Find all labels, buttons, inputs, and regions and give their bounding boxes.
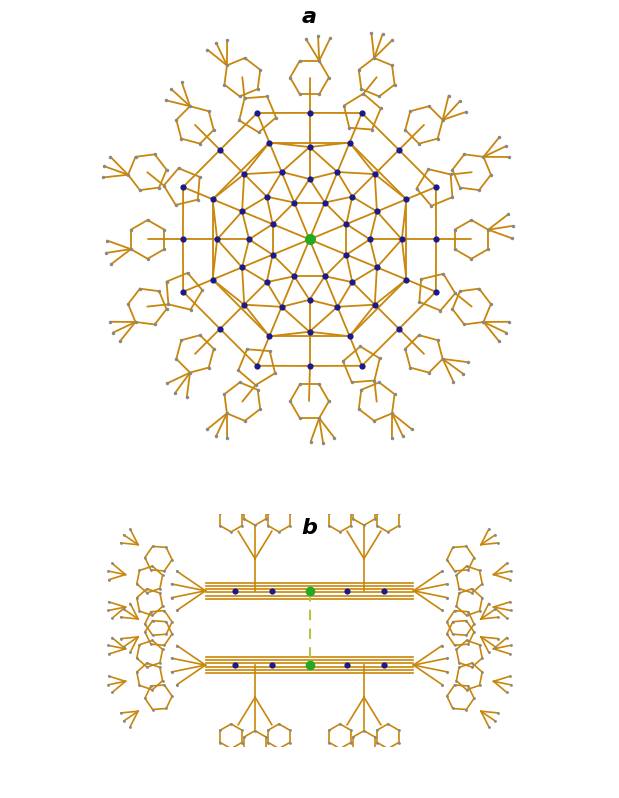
Text: a: a bbox=[302, 7, 317, 27]
Text: b: b bbox=[301, 518, 318, 538]
